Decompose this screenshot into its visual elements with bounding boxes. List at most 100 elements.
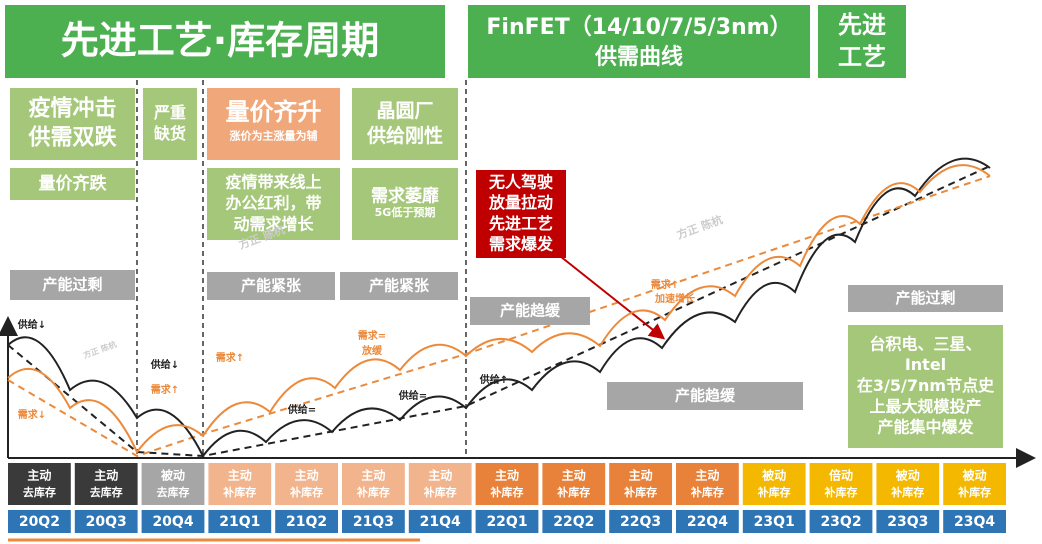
capacity-box xyxy=(340,272,458,300)
phase-label: 补库存 xyxy=(757,485,791,499)
phase-cell xyxy=(876,463,940,505)
curve-label: 需求↑ xyxy=(651,278,679,291)
phase-label: 倍动 xyxy=(829,468,853,483)
box-text: 放量拉动 xyxy=(488,193,553,212)
watermark: 方正 陈杭 xyxy=(675,212,725,242)
info-box xyxy=(207,168,340,240)
phase-cell xyxy=(8,463,71,505)
phase-label: 补库存 xyxy=(824,485,858,499)
phase-cell xyxy=(676,463,739,505)
capacity-box xyxy=(207,272,335,300)
curve-label: 需求↑ xyxy=(151,383,179,396)
info-box xyxy=(352,88,458,160)
phase-label: 补库存 xyxy=(289,485,323,499)
finfet-subtitle: 供需曲线 xyxy=(594,44,683,70)
box-text: 办公红利，带 xyxy=(225,194,321,213)
capacity-box xyxy=(10,270,135,300)
phase-cell xyxy=(809,463,873,505)
capacity-label: 产能过剩 xyxy=(42,276,102,294)
right-title: 工艺 xyxy=(838,43,886,71)
info-box xyxy=(10,88,135,160)
box-text: 台积电、三星、 xyxy=(869,334,981,353)
capacity-box xyxy=(848,285,1003,312)
phase-label: 补库存 xyxy=(222,485,256,499)
quarter-label: 22Q4 xyxy=(687,514,728,530)
phase-label: 补库存 xyxy=(556,485,590,499)
curve-label: 需求↑ xyxy=(216,351,244,364)
phase-label: 被动 xyxy=(963,468,987,483)
phase-label: 补库存 xyxy=(423,485,457,499)
quarter-label: 21Q3 xyxy=(353,514,394,530)
phase-label: 补库存 xyxy=(490,485,524,499)
quarter-cell xyxy=(275,510,338,533)
capacity-label: 产能趋缓 xyxy=(500,302,561,320)
capacity-label: 产能紧张 xyxy=(369,277,430,295)
phase-label: 被动 xyxy=(896,468,920,483)
title-box xyxy=(5,5,445,78)
curve-label: 供给↑ xyxy=(479,373,508,386)
quarter-label: 20Q2 xyxy=(19,514,60,530)
box-text: 动需求增长 xyxy=(233,214,314,233)
phase-cell xyxy=(408,463,472,505)
finfet-box xyxy=(468,5,810,78)
phase-label: 主动 xyxy=(295,468,319,483)
box-text: 先进工艺 xyxy=(489,214,553,233)
phase-cell xyxy=(208,463,272,505)
box-text: 在3/5/7nm节点史 xyxy=(857,376,995,395)
phase-cell xyxy=(74,463,138,505)
info-box xyxy=(352,168,458,240)
right-title: 先进 xyxy=(838,11,886,39)
phase-label: 去库存 xyxy=(90,485,123,499)
curve xyxy=(7,157,991,458)
box-text: 需求萎靡 xyxy=(371,185,439,206)
capacity-label: 产能过剩 xyxy=(895,289,955,307)
phase-label: 主动 xyxy=(562,468,586,483)
phase-cell xyxy=(609,463,672,505)
quarter-cell xyxy=(943,510,1006,533)
phase-label: 主动 xyxy=(94,468,118,483)
curve-label: 放缓 xyxy=(361,344,383,357)
phase-label: 补库存 xyxy=(957,485,991,499)
phase-cell xyxy=(475,463,539,505)
right-box xyxy=(818,5,906,78)
phase-label: 主动 xyxy=(695,468,719,483)
finfet-title: FinFET（14/10/7/5/3nm） xyxy=(486,15,791,40)
curve xyxy=(7,164,991,454)
phase-label: 去库存 xyxy=(157,485,190,499)
curve-label: 供给= xyxy=(398,389,427,402)
phase-cell xyxy=(141,463,205,505)
box-text: 量价齐升 xyxy=(226,98,322,126)
box-text: Intel xyxy=(905,355,946,374)
quarter-cell xyxy=(74,510,138,533)
period-dividers xyxy=(136,80,467,458)
box-text: 供给刚性 xyxy=(366,124,443,147)
quarter-cell xyxy=(208,510,272,533)
quarter-label: 22Q3 xyxy=(620,514,661,530)
quarter-label: 22Q2 xyxy=(553,514,594,530)
phase-label: 主动 xyxy=(629,468,653,483)
quarter-label: 23Q2 xyxy=(820,514,861,530)
phase-label: 主动 xyxy=(495,468,519,483)
quarter-label: 23Q4 xyxy=(954,514,995,530)
box-text: 供需双跌 xyxy=(27,124,117,150)
phase-label: 被动 xyxy=(161,468,185,483)
phase-label: 主动 xyxy=(361,468,385,483)
quarter-label: 21Q4 xyxy=(420,514,461,530)
box-text: 量价齐跌 xyxy=(39,173,108,194)
capacity-label: 产能紧张 xyxy=(241,277,302,295)
quarter-cell xyxy=(475,510,539,533)
phase-cell xyxy=(275,463,338,505)
box-text: 缺货 xyxy=(154,124,186,143)
quarter-label: 21Q2 xyxy=(286,514,327,530)
demand-trend xyxy=(7,175,991,458)
curve-label: 需求= xyxy=(358,329,386,342)
quarter-cell xyxy=(542,510,606,533)
quarter-cell xyxy=(676,510,739,533)
box-text: 需求爆发 xyxy=(489,235,554,254)
phase-label: 去库存 xyxy=(23,485,56,499)
phase-cell xyxy=(542,463,606,505)
curve-label: 供给↓ xyxy=(17,318,46,331)
quarter-cell xyxy=(742,510,806,533)
box-text: 产能集中爆发 xyxy=(877,418,974,437)
